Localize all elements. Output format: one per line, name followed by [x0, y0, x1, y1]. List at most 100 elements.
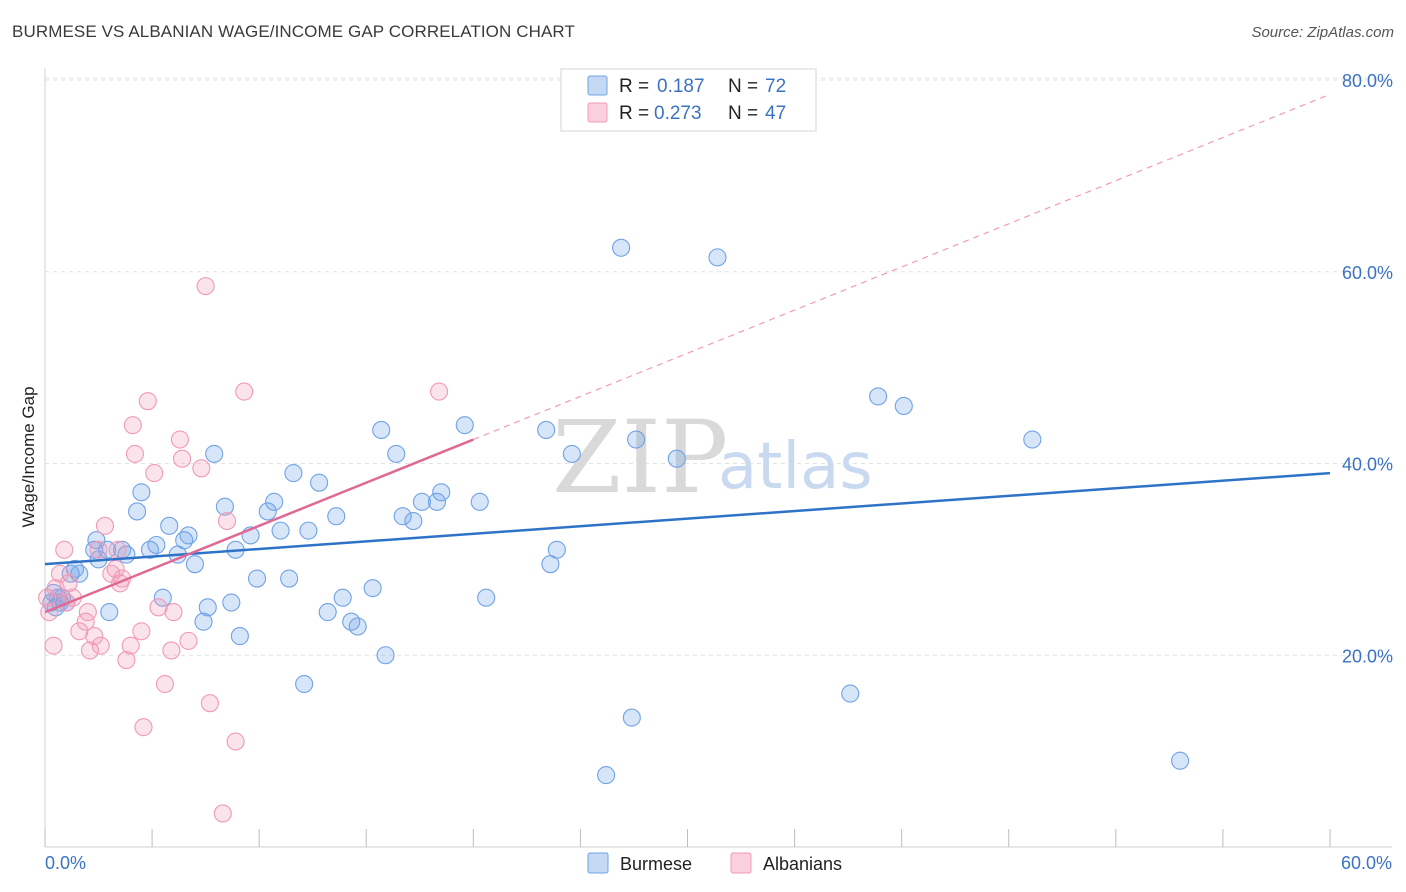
x-ticks — [44, 829, 1331, 847]
burmese-point — [198, 598, 217, 617]
burmese-point — [132, 483, 151, 502]
burmese-point — [333, 588, 352, 607]
burmese-point — [153, 588, 172, 607]
burmese-point — [376, 646, 395, 665]
albanians-point — [108, 540, 127, 559]
burmese-trend-line — [44, 471, 1331, 566]
chart-title: BURMESE VS ALBANIAN WAGE/INCOME GAP CORR… — [12, 22, 575, 41]
albanians-point — [80, 641, 100, 660]
albanians-point — [145, 464, 164, 483]
burmese-point — [100, 603, 119, 622]
burmese-point — [455, 416, 474, 435]
legend-n-value-2: 47 — [765, 103, 786, 124]
y-tick-label: 40.0% — [1342, 455, 1393, 475]
burmese-point — [597, 766, 616, 785]
legend-n-value-1: 72 — [765, 76, 786, 97]
albanians-point — [134, 718, 153, 737]
bottom-legend-swatch-burmese — [587, 852, 609, 874]
burmese-point — [372, 420, 391, 439]
burmese-point — [894, 396, 913, 416]
albanians-point — [179, 631, 198, 650]
burmese-point — [432, 483, 451, 502]
albanians-point — [89, 540, 108, 559]
albanians-trend-extension — [473, 93, 1331, 441]
legend-box: R = 0.187 N = 72 R = 0.273 N = 47 — [560, 68, 817, 132]
burmese-point — [363, 579, 382, 598]
albanians-point — [226, 732, 245, 751]
albanians-point — [85, 627, 104, 646]
y-tick-label: 20.0% — [1342, 646, 1393, 666]
albanians-trend-line — [44, 438, 474, 614]
albanians-point — [95, 516, 115, 535]
burmese-point — [404, 511, 423, 531]
albanians-point — [149, 598, 168, 617]
burmese-point — [1171, 751, 1190, 770]
albanians-point — [235, 382, 254, 401]
burmese-point — [537, 420, 556, 439]
albanians-point — [132, 622, 151, 641]
burmese-point — [295, 674, 314, 694]
bottom-legend-swatch-albanians — [730, 852, 752, 874]
watermark-atlas: atlas — [718, 430, 873, 504]
burmese-point — [258, 502, 277, 521]
burmese-point — [160, 516, 179, 535]
burmese-point — [708, 248, 727, 267]
bottom-legend-albanians: Albanians — [763, 854, 842, 874]
burmese-point — [348, 617, 367, 636]
y-tick-labels: 20.0% 40.0% 60.0% 80.0% — [1342, 71, 1393, 666]
albanians-point — [55, 540, 74, 559]
albanians-point — [430, 382, 449, 401]
burmese-point — [562, 444, 581, 463]
y-tick-label: 80.0% — [1342, 71, 1393, 91]
burmese-point — [194, 612, 213, 631]
burmese-point — [280, 569, 299, 588]
albanians-point — [44, 636, 63, 655]
source-label: Source: ZipAtlas.com — [1251, 24, 1394, 41]
burmese-point — [284, 464, 303, 483]
burmese-point — [1023, 430, 1042, 449]
y-tick-label: 60.0% — [1342, 263, 1393, 283]
burmese-points — [42, 238, 1190, 785]
burmese-point — [230, 627, 249, 646]
burmese-point — [179, 526, 198, 545]
burmese-point — [147, 535, 166, 555]
watermark-zip: ZIP — [552, 399, 728, 516]
legend-n-label-1: N = — [728, 76, 758, 97]
burmese-point — [393, 507, 412, 526]
burmese-point — [205, 444, 224, 463]
albanians-point — [40, 603, 59, 622]
bottom-legend: Burmese Albanians — [587, 852, 842, 874]
trend-lines — [44, 93, 1331, 614]
legend-r-label-2: R = — [619, 103, 649, 124]
albanians-points — [38, 277, 449, 823]
burmese-point — [318, 603, 337, 622]
albanians-point — [123, 416, 142, 435]
burmese-point — [547, 540, 566, 559]
albanians-point — [164, 603, 183, 622]
gridlines — [45, 77, 1392, 656]
bottom-legend-burmese: Burmese — [620, 854, 692, 874]
albanians-point — [106, 559, 125, 579]
burmese-point — [427, 492, 446, 511]
burmese-point — [265, 492, 284, 511]
albanians-point — [125, 444, 144, 463]
burmese-point — [310, 473, 329, 492]
burmese-point — [841, 684, 860, 703]
legend-n-label-2: N = — [728, 103, 758, 124]
albanians-point — [155, 674, 174, 694]
legend-r-value-2: 0.273 — [654, 103, 702, 124]
legend-r-value-1: 0.187 — [657, 76, 705, 97]
albanians-point — [91, 636, 110, 655]
legend-swatch-burmese — [587, 75, 608, 96]
albanians-point — [117, 650, 136, 670]
albanians-point — [162, 641, 181, 660]
albanians-point — [138, 392, 157, 411]
albanians-point — [173, 449, 192, 468]
albanians-point — [196, 277, 215, 296]
burmese-point — [477, 588, 496, 607]
legend-swatch-albanians — [587, 102, 608, 123]
albanians-point — [217, 511, 237, 531]
burmese-point — [222, 593, 241, 612]
burmese-point — [387, 444, 406, 463]
